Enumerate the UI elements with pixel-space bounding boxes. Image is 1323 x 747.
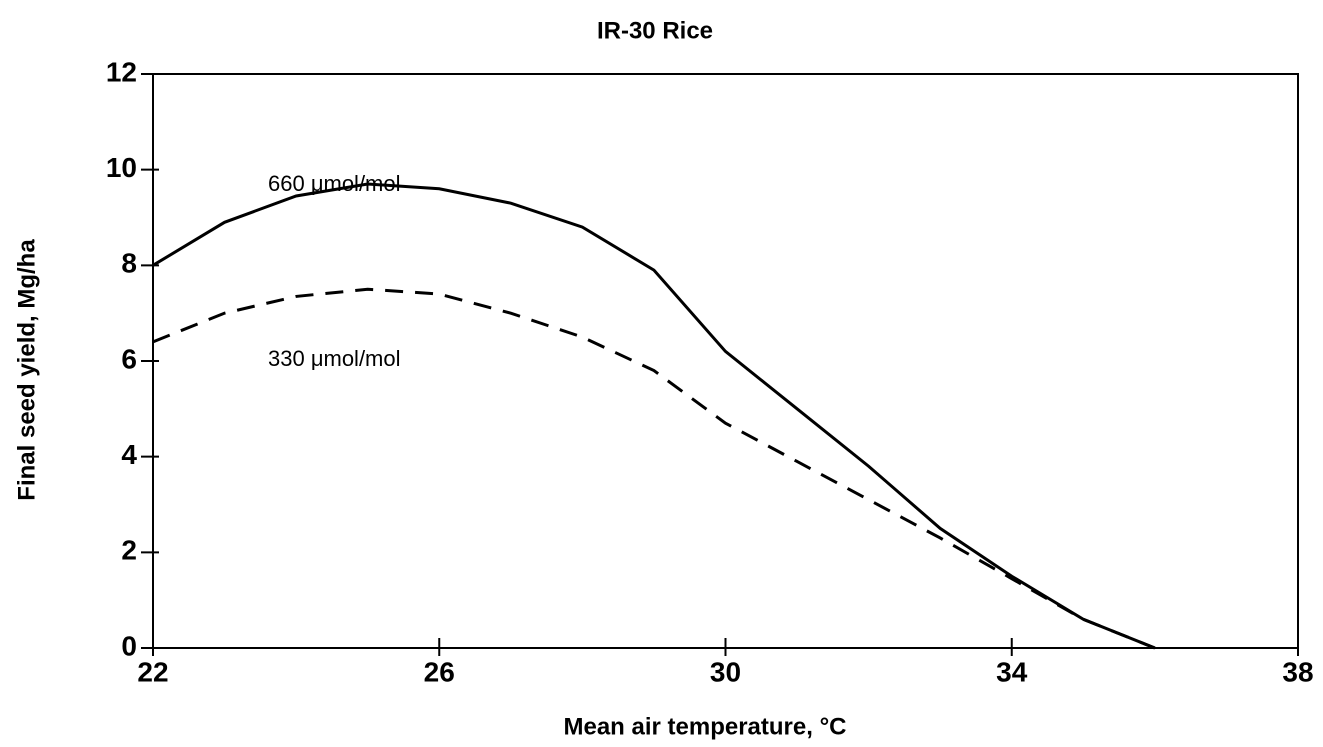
x-tick-label: 22 <box>137 656 168 687</box>
x-axis-label: Mean air temperature, °C <box>563 713 846 740</box>
series-label: 660 μmol/mol <box>268 171 401 196</box>
x-tick-label: 26 <box>424 656 455 687</box>
y-tick-label: 4 <box>121 439 137 470</box>
chart-title: IR-30 Rice <box>597 17 713 44</box>
y-tick-label: 12 <box>106 56 137 87</box>
y-axis-label: Final seed yield, Mg/ha <box>13 239 40 501</box>
x-tick-label: 30 <box>710 656 741 687</box>
y-tick-label: 2 <box>121 535 137 566</box>
series-line <box>152 287 1156 650</box>
y-tick-label: 10 <box>106 152 137 183</box>
x-tick-label: 38 <box>1282 656 1313 687</box>
y-tick-label: 0 <box>121 630 137 661</box>
series-line <box>152 182 1156 650</box>
series-label: 330 μmol/mol <box>268 346 401 371</box>
y-tick-label: 6 <box>121 343 137 374</box>
y-tick-label: 8 <box>121 248 137 279</box>
x-tick-label: 34 <box>996 656 1028 687</box>
